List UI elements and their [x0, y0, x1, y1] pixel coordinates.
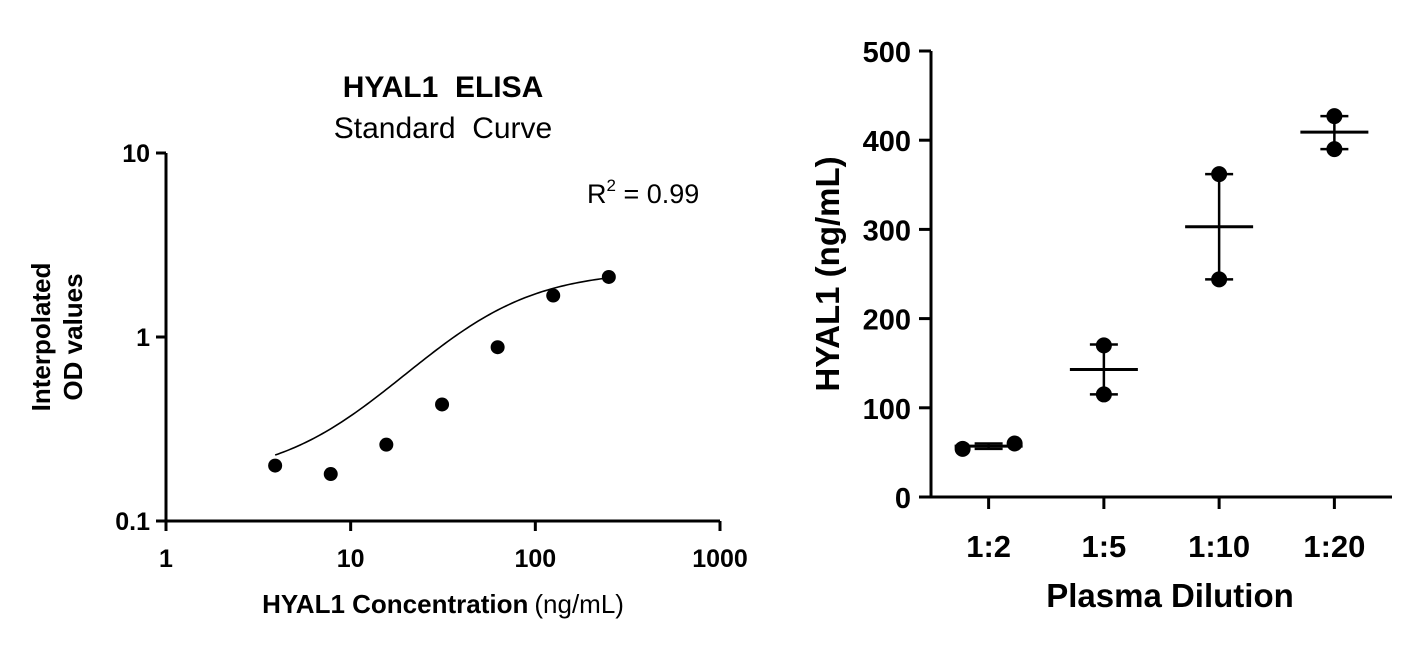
chart2-y-axis-label: HYAL1 (ng/mL) [809, 156, 846, 391]
ylabel-line2: OD values [58, 273, 88, 400]
chart2-y-tick-label: 400 [863, 126, 911, 158]
chart1-x-tick-label: 1 [159, 545, 173, 573]
chart1-x-tick-label: 1000 [692, 545, 748, 573]
chart1-y-tick-label: 0.1 [115, 508, 150, 536]
chart2-data-point [954, 440, 971, 457]
r-squared-base: R [587, 179, 607, 209]
chart2-y-tick-label: 300 [863, 215, 911, 247]
chart1-x-tick-label: 100 [514, 545, 556, 573]
chart1-fit-curve [274, 277, 609, 456]
r-squared-exponent: 2 [607, 176, 616, 195]
chart2-ticks: 0 100 200 300 400 500 1:2 1:5 1:10 1:20 [863, 37, 1366, 564]
chart1-data-point [546, 288, 561, 303]
chart1-data-point [323, 467, 338, 482]
chart2-x-tick-label: 1:10 [1188, 529, 1250, 564]
chart1-data-point [435, 397, 450, 412]
chart1-data-point [268, 458, 283, 473]
chart1-y-tick-label: 1 [136, 324, 150, 352]
chart2-data-point [1211, 166, 1228, 183]
xlabel-units: (ng/mL) [534, 589, 624, 619]
chart2-y-tick-label: 500 [863, 37, 911, 69]
chart2-y-tick-label: 100 [863, 394, 911, 426]
chart1-x-axis-label: HYAL1 Concentration (ng/mL) [262, 589, 624, 619]
xlabel-bold: HYAL1 Concentration [262, 589, 528, 619]
plasma-dilution-chart: HYAL1 (ng/mL) Plasma Dilution 0 100 200 300… [809, 37, 1392, 614]
chart1-data-point [490, 340, 505, 355]
chart1-y-axis-label: InterpolatedOD values [26, 263, 88, 412]
chart2-data-point [1095, 386, 1112, 403]
chart1-r-squared-annotation: R2 = 0.99 [587, 176, 699, 209]
chart2-data-point [1326, 141, 1343, 158]
chart2-x-axis-label: Plasma Dilution [1046, 577, 1294, 614]
chart1-data-point [601, 269, 616, 284]
chart2-axes [929, 51, 1392, 499]
chart2-y-tick-label: 200 [863, 305, 911, 337]
chart2-data-point [1006, 435, 1023, 452]
chart2-data-point [1095, 337, 1112, 354]
chart1-ticks: 1 10 100 1000 0.1 1 10 [115, 140, 748, 573]
chart2-y-tick-label: 0 [895, 483, 911, 515]
chart2-x-tick-label: 1:5 [1081, 529, 1126, 564]
chart1-title: HYAL1 ELISA [343, 71, 544, 104]
chart2-group [1185, 166, 1254, 288]
chart2-data-point [1211, 271, 1228, 288]
standard-curve-chart: HYAL1 ELISA Standard Curve R2 = 0.99 Int… [26, 71, 748, 619]
ylabel-line1: Interpolated [26, 263, 56, 412]
chart1-fit-line [274, 277, 609, 456]
chart2-x-tick-label: 1:2 [966, 529, 1011, 564]
chart2-group [1069, 337, 1138, 403]
chart1-data-points [268, 269, 616, 482]
chart1-x-tick-label: 10 [337, 545, 365, 573]
chart2-groups [954, 108, 1369, 457]
r-squared-value: = 0.99 [616, 179, 699, 209]
chart2-data-point [1326, 108, 1343, 125]
chart1-data-point [379, 437, 394, 452]
chart2-group [1300, 108, 1369, 158]
chart2-group [954, 435, 1023, 457]
chart2-x-tick-label: 1:20 [1303, 529, 1365, 564]
chart1-y-tick-label: 10 [122, 140, 150, 168]
chart1-subtitle: Standard Curve [334, 112, 552, 145]
